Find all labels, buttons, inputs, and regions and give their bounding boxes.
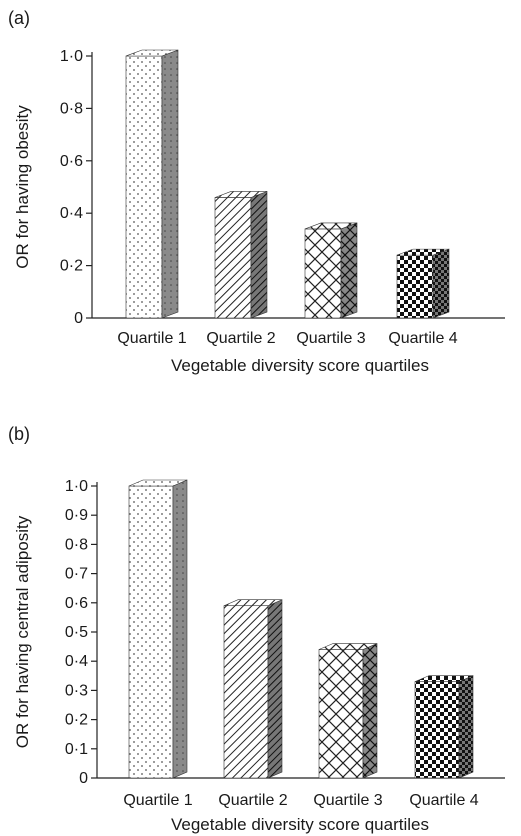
panel-b: (b) 0 0·1 0·2 0·3 0·4 0·5 0·6 0·7 0·8 0·9 1·0 OR for… xyxy=(8,424,505,834)
x-axis-title: Vegetable diversity score quartiles xyxy=(171,356,429,375)
y-tick-label: 0 xyxy=(74,310,83,327)
bar-side xyxy=(250,191,268,319)
x-category-label: Quartile 4 xyxy=(388,330,457,347)
y-tick-label: 0·2 xyxy=(65,712,88,729)
y-axis-title: OR for having obesity xyxy=(13,105,32,269)
bar-4 xyxy=(396,248,450,319)
bar-3 xyxy=(318,643,378,779)
y-tick-label: 0·4 xyxy=(60,205,83,222)
y-tick-label: 1·0 xyxy=(60,48,83,65)
y-tick-label: 0·6 xyxy=(65,595,88,612)
y-axis-title: OR for having central adiposity xyxy=(13,515,32,748)
y-tick-label: 0·3 xyxy=(65,682,88,699)
x-category-label: Quartile 4 xyxy=(409,792,478,809)
y-tick-label: 0·2 xyxy=(60,258,83,275)
bar-side xyxy=(340,222,358,319)
x-axis-title: Vegetable diversity score quartiles xyxy=(171,815,429,834)
bar-front xyxy=(396,254,434,319)
panel-a: (a) 0 0·2 0·4 0·6 0·8 1·0 OR for having obesity… xyxy=(8,8,505,375)
bar-front xyxy=(214,197,252,319)
bar-top xyxy=(223,599,283,607)
x-category-label: Quartile 3 xyxy=(296,330,365,347)
y-tick-label: 0·8 xyxy=(60,100,83,117)
y-tick-label: 0 xyxy=(79,770,88,787)
bar-2 xyxy=(223,599,283,779)
bar-top xyxy=(214,191,268,198)
bar-front xyxy=(223,605,269,779)
bar-front xyxy=(414,681,460,779)
bar-1 xyxy=(128,479,188,779)
y-tick-label: 0·4 xyxy=(65,653,88,670)
bar-side xyxy=(172,479,188,779)
bar-2 xyxy=(214,191,268,319)
bar-side xyxy=(458,675,474,779)
y-tick-label: 0·8 xyxy=(65,536,88,553)
y-tick-label: 0·6 xyxy=(60,153,83,170)
bar-4 xyxy=(414,675,474,779)
x-category-label: Quartile 1 xyxy=(123,792,192,809)
bar-top xyxy=(304,222,358,230)
y-tick-label: 0·7 xyxy=(65,566,88,583)
x-category-label: Quartile 2 xyxy=(206,330,275,347)
x-category-label: Quartile 3 xyxy=(313,792,382,809)
bar-front xyxy=(318,649,364,779)
bar-side xyxy=(362,643,378,779)
y-tick-label: 1·0 xyxy=(65,478,88,495)
bar-top xyxy=(396,248,450,256)
bar-top xyxy=(128,479,188,487)
panel-label: (b) xyxy=(8,424,30,444)
panel-label: (a) xyxy=(8,8,30,28)
bar-side xyxy=(161,49,179,319)
bar-front xyxy=(128,485,174,779)
x-category-label: Quartile 1 xyxy=(117,330,186,347)
bar-top xyxy=(414,675,474,682)
bar-front xyxy=(304,228,342,319)
y-tick-label: 0·1 xyxy=(65,741,88,758)
y-tick-label: 0·9 xyxy=(65,507,88,524)
y-tick-label: 0·5 xyxy=(65,624,88,641)
bar-top xyxy=(318,643,378,650)
bar-side xyxy=(432,248,450,319)
bar-side xyxy=(267,599,283,779)
bar-front xyxy=(125,55,163,319)
x-category-label: Quartile 2 xyxy=(218,792,287,809)
bar-3 xyxy=(304,222,358,319)
bar-1 xyxy=(125,49,179,319)
bar-top xyxy=(125,49,179,57)
